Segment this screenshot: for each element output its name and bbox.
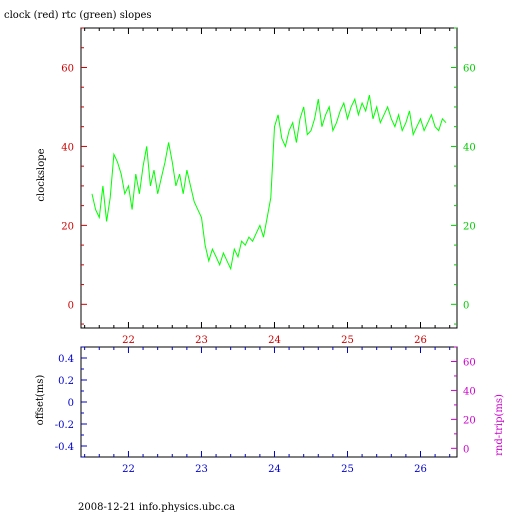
- top-right-y-tick-label: 60: [463, 63, 476, 74]
- top-right-y-tick-label: 20: [463, 221, 476, 232]
- top-x-tick-label: 25: [341, 335, 354, 346]
- top-x-tick-label: 24: [268, 335, 281, 346]
- footer-text: 2008-12-21 info.physics.ubc.ca: [78, 502, 235, 512]
- bottom-left-y-tick-label: -0.4: [55, 442, 74, 453]
- bottom-left-y-tick-label: 0.4: [58, 354, 74, 365]
- top-left-y-tick-label: 60: [61, 63, 74, 74]
- bottom-left-y-tick-label: -0.2: [55, 420, 74, 431]
- bottom-plot-frame: [80, 346, 458, 458]
- top-x-tick-label: 23: [195, 335, 208, 346]
- top-x-axis: 22 23 24 25 26: [84, 28, 451, 346]
- bottom-right-y-tick-label: 0: [463, 444, 469, 455]
- chart-title: clock (red) rtc (green) slopes: [4, 10, 152, 21]
- top-left-y-axis: 0 20 40 60: [61, 27, 87, 325]
- rtc-slope-series-line: [91, 94, 447, 271]
- bottom-x-tick-label: 25: [341, 464, 354, 475]
- bottom-right-y-tick-label: 60: [463, 357, 476, 368]
- bottom-right-axis-label: rnd-trip(ms): [494, 394, 505, 456]
- bottom-left-y-tick-label: 0: [68, 398, 74, 409]
- bottom-left-y-tick-label: 0.2: [58, 376, 74, 387]
- top-x-tick-label: 26: [414, 335, 427, 346]
- bottom-x-tick-label: 22: [122, 464, 135, 475]
- top-y-axis-label: clockslope: [36, 148, 47, 201]
- bottom-x-tick-label: 26: [414, 464, 427, 475]
- top-right-y-axis: 0 20 40 60: [451, 27, 476, 325]
- top-left-y-tick-label: 20: [61, 221, 74, 232]
- bottom-y-axis-label: offset(ms): [35, 375, 46, 426]
- top-right-y-tick-label: 40: [463, 142, 476, 153]
- top-right-y-tick-label: 0: [463, 300, 469, 311]
- top-left-y-tick-label: 40: [61, 142, 74, 153]
- bottom-right-y-axis: 60 40 20 0: [451, 346, 476, 455]
- bottom-x-tick-label: 24: [268, 464, 281, 475]
- bottom-left-y-axis: 0.4 0.2 0 -0.2 -0.4: [55, 346, 87, 458]
- bottom-x-tick-label: 23: [195, 464, 208, 475]
- bottom-right-y-tick-label: 20: [463, 415, 476, 426]
- bottom-right-y-tick-label: 40: [463, 386, 476, 397]
- top-left-y-tick-label: 0: [68, 300, 74, 311]
- top-plot-frame: [80, 27, 458, 329]
- top-x-tick-label: 22: [122, 335, 135, 346]
- bottom-x-axis: 22 23 24 25 26: [84, 347, 451, 475]
